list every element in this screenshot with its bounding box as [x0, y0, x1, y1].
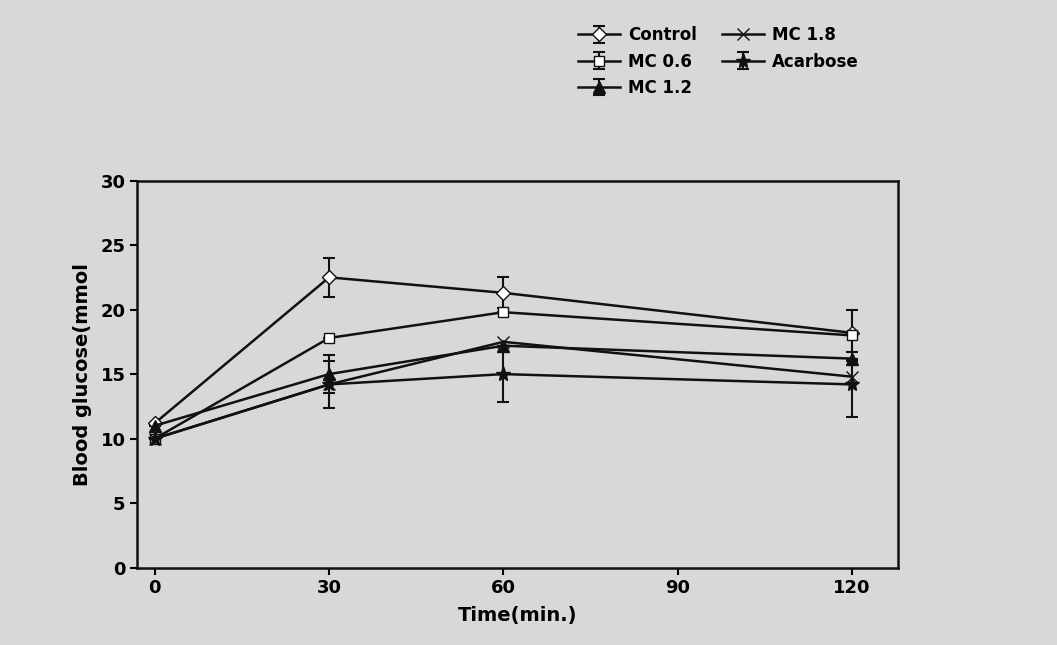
- X-axis label: Time(min.): Time(min.): [458, 606, 578, 625]
- Legend: Control, MC 0.6, MC 1.2, MC 1.8, Acarbose: Control, MC 0.6, MC 1.2, MC 1.8, Acarbos…: [574, 21, 864, 102]
- Y-axis label: Blood glucose(mmol: Blood glucose(mmol: [73, 263, 92, 486]
